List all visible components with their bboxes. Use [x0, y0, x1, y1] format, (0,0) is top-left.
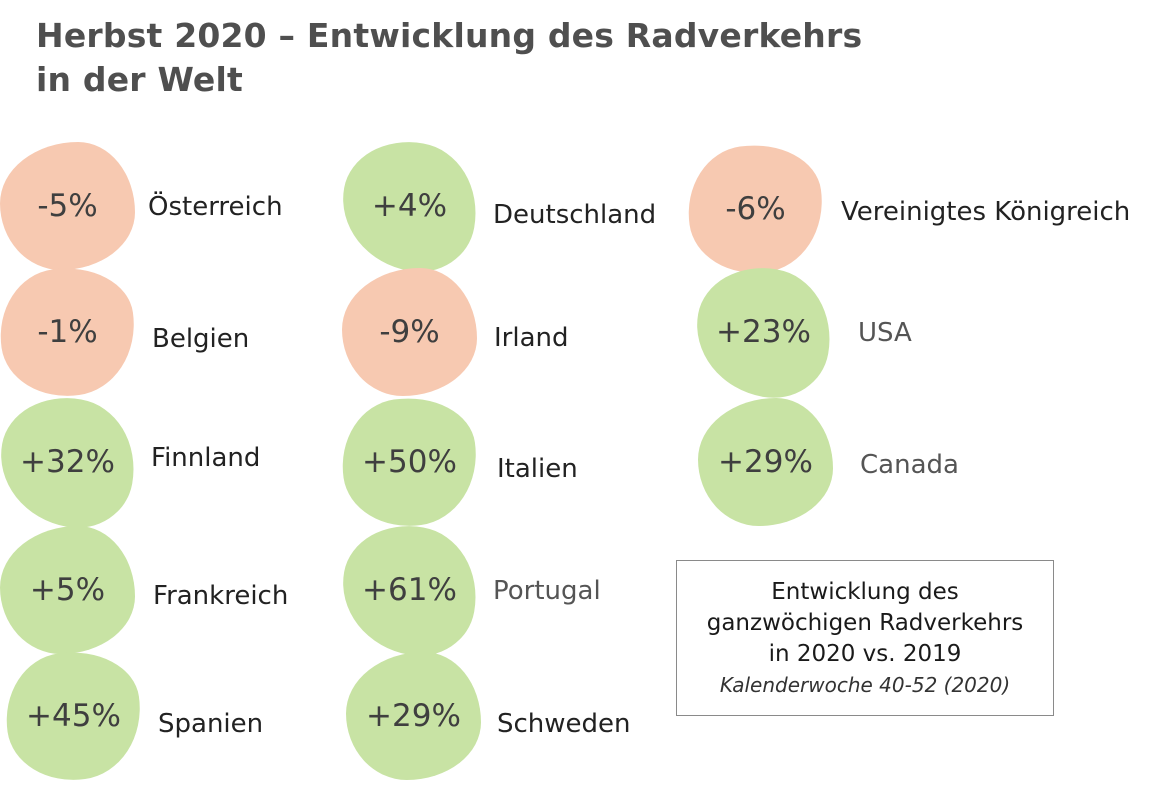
country-label: Finnland	[151, 443, 261, 473]
country-tile: +4% Deutschland	[331, 131, 762, 281]
country-tile: -9% Irland	[342, 268, 762, 398]
value-label: -1%	[37, 314, 98, 350]
country-tile: +29% Schweden	[346, 652, 766, 782]
value-label: +29%	[366, 698, 461, 734]
value-blob	[346, 652, 481, 780]
chart-title: Herbst 2020 – Entwicklung des Radverkehr…	[36, 14, 862, 102]
value-label: +23%	[716, 314, 811, 350]
value-label: -5%	[37, 188, 98, 224]
legend-subtitle: Kalenderwoche 40-52 (2020)	[719, 672, 1011, 697]
legend-line-3: in 2020 vs. 2019	[768, 640, 962, 667]
country-label: Vereinigtes Königreich	[841, 197, 1131, 227]
country-label: Italien	[497, 454, 578, 484]
country-label: Irland	[494, 323, 569, 353]
country-label: Canada	[860, 450, 959, 480]
value-blob	[342, 268, 477, 396]
value-blob	[0, 142, 135, 270]
legend-line-2: ganzwöchigen Radverkehrs	[706, 609, 1024, 636]
legend-line-1: Entwicklung des	[771, 578, 959, 605]
country-label: USA	[858, 318, 912, 348]
value-label: +4%	[371, 188, 448, 224]
country-tile: +23% USA	[685, 257, 1116, 407]
value-label: +29%	[718, 444, 813, 480]
value-label: -6%	[725, 191, 786, 227]
value-label: +5%	[29, 572, 106, 608]
country-label: Belgien	[152, 324, 250, 354]
value-label: +61%	[362, 572, 457, 608]
country-label: Spanien	[158, 709, 264, 739]
value-blob	[698, 398, 833, 526]
chart-title-line-2: in der Welt	[36, 60, 243, 99]
country-tile: +29% Canada	[698, 398, 1118, 528]
country-tile: -1% Belgien	[0, 259, 420, 405]
legend-box: Entwicklung des ganzwöchigen Radverkehrs…	[676, 560, 1054, 716]
country-tile: +61% Portugal	[331, 515, 762, 665]
chart-title-line-1: Herbst 2020 – Entwicklung des Radverkehr…	[36, 16, 863, 55]
country-tile: +50% Italien	[333, 389, 762, 535]
country-tile: +32% Finnland	[0, 387, 420, 537]
country-tile: +45% Spanien	[0, 643, 426, 789]
country-tile: -6% Vereinigtes Königreich	[679, 136, 1130, 282]
value-label: +50%	[362, 444, 457, 480]
value-label: +45%	[26, 698, 121, 734]
value-blob	[0, 526, 135, 654]
country-label: Frankreich	[153, 581, 289, 611]
country-label: Portugal	[493, 576, 601, 606]
country-tile: +5% Frankreich	[0, 526, 420, 656]
value-label: -9%	[379, 314, 440, 350]
country-tile: -5% Österreich	[0, 142, 420, 272]
country-label: Österreich	[148, 192, 283, 222]
country-label: Schweden	[497, 709, 631, 739]
country-label: Deutschland	[493, 200, 657, 230]
value-label: +32%	[20, 444, 115, 480]
